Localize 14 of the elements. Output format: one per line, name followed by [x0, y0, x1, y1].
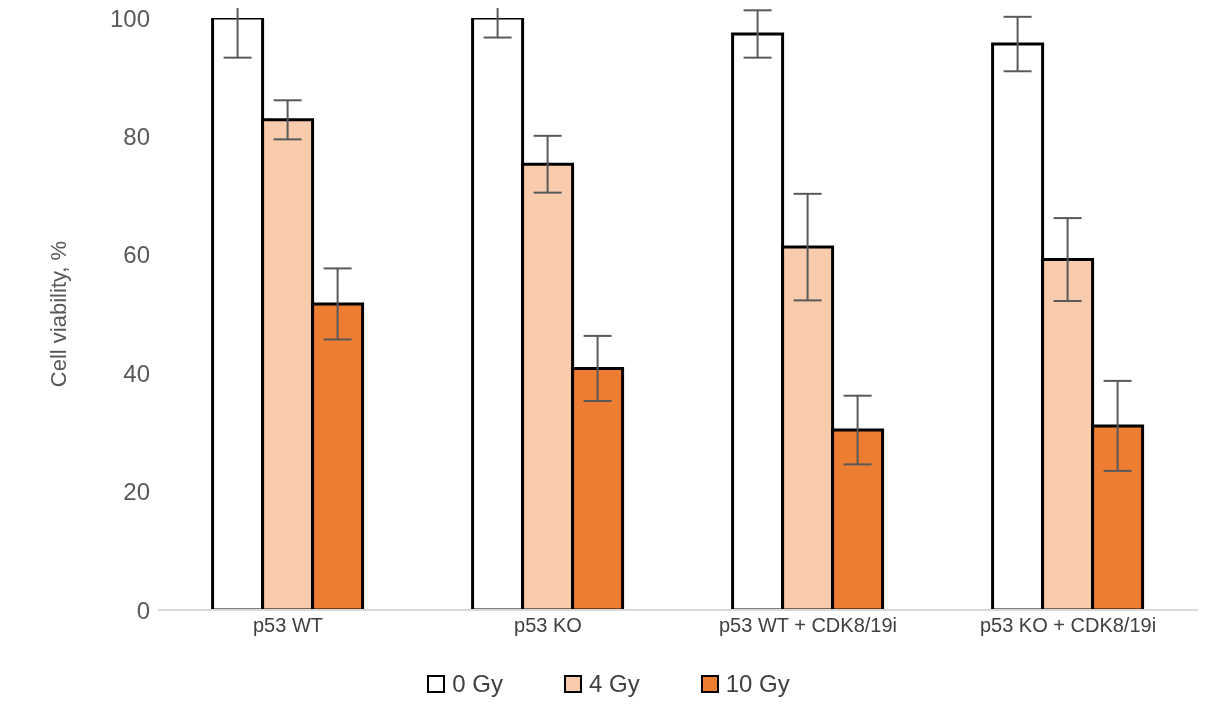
- y-tick-label: 20: [123, 478, 150, 506]
- y-tick-label: 0: [136, 596, 150, 624]
- x-tick-label: p53 WT: [252, 614, 324, 637]
- x-tick-label: p53 WT + CDK8/19i: [718, 614, 898, 637]
- y-tick-label: 80: [123, 122, 150, 150]
- y-axis-title: Cell viability, %: [45, 240, 71, 388]
- x-tick-label: p53 KO: [514, 614, 582, 637]
- legend-label: 0 Gy: [452, 670, 503, 698]
- legend-label: 4 Gy: [588, 670, 640, 698]
- x-tick-label: p53 KO + CDK8/19i: [979, 614, 1157, 637]
- y-tick-label: 100: [109, 4, 150, 32]
- y-tick-label: 40: [123, 359, 150, 387]
- y-tick-label: 60: [123, 241, 150, 269]
- legend-label: 10 Gy: [725, 670, 790, 698]
